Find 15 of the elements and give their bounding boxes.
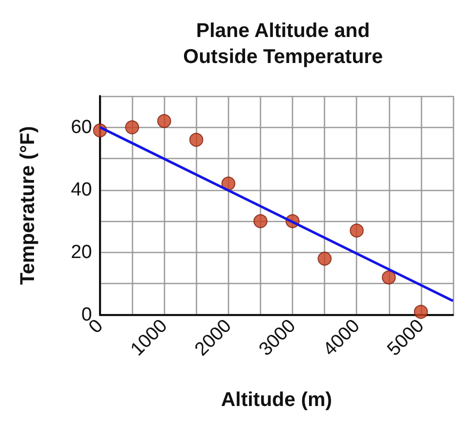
- point: [125, 120, 140, 134]
- point: [318, 252, 332, 266]
- chart-title: Plane Altitude and Outside Temperature: [183, 20, 383, 68]
- point: [189, 132, 204, 147]
- point: [350, 224, 364, 238]
- point: [221, 176, 236, 191]
- x-axis-title: Altitude (m): [220, 389, 332, 411]
- point: [382, 270, 396, 284]
- y-tick-label: 40: [70, 179, 92, 200]
- point: [157, 114, 172, 128]
- y-axis-title: Temperature (°F): [17, 126, 39, 285]
- point: [414, 304, 428, 319]
- y-tick-label: 60: [70, 116, 92, 138]
- y-tick-label: 20: [70, 242, 92, 263]
- point: [253, 214, 268, 228]
